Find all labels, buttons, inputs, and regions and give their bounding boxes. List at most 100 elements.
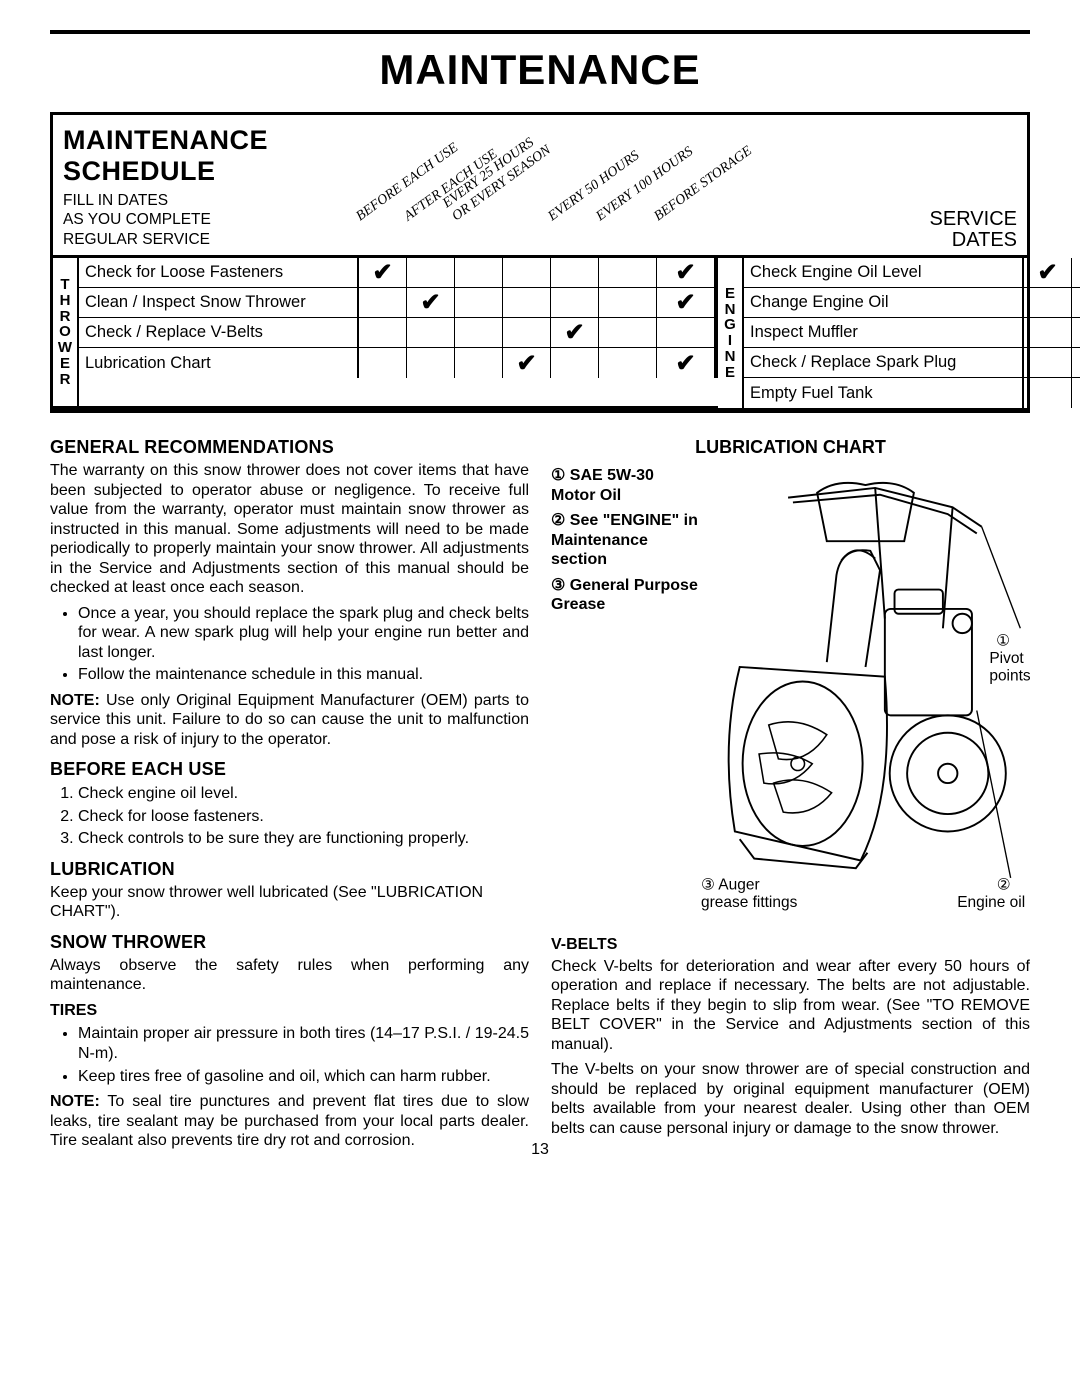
group-label: T H R O W E R [53,258,79,406]
before-3: Check controls to be sure they are funct… [78,829,529,849]
check-cell [599,318,657,347]
schedule-subtitle: FILL IN DATES AS YOU COMPLETE REGULAR SE… [63,191,361,249]
left-column: GENERAL RECOMMENDATIONS The warranty on … [50,427,529,1156]
schedule-row: Clean / Inspect Snow Thrower ✔ ✔ [79,288,718,318]
lube-area: ① SAE 5W-30 Motor Oil ② See "ENGINE" in … [551,466,1030,931]
maintenance-schedule-box: MAINTENANCE SCHEDULE FILL IN DATES AS YO… [50,112,1030,413]
before-1: Check engine oil level. [78,784,529,804]
check-cell [503,318,551,347]
row-label: Empty Fuel Tank [744,378,1024,408]
callout-3a: ③ Auger [701,877,760,894]
callout-2-num: ② [997,877,1011,894]
check-cell [551,348,599,378]
check-cell [455,318,503,347]
check-cell [1024,288,1072,317]
check-cell [455,288,503,317]
row-label: Inspect Muffler [744,318,1024,347]
schedule-header-left: MAINTENANCE SCHEDULE FILL IN DATES AS YO… [53,115,361,255]
check-cell [657,318,715,347]
tires-note: NOTE: To seal tire punctures and prevent… [50,1092,529,1151]
check-cell: ✔ [657,258,715,287]
schedule-header: MAINTENANCE SCHEDULE FILL IN DATES AS YO… [53,115,1027,258]
lube-1: ① SAE 5W-30 Motor Oil [551,467,654,504]
check-cell [551,288,599,317]
page-title: MAINTENANCE [50,46,1030,94]
check-cell [1024,318,1072,347]
check-cell: ✔ [551,318,599,347]
row-label: Clean / Inspect Snow Thrower [79,288,359,317]
check-cell [1072,348,1080,377]
schedule-row: Change Engine Oil✔ [744,288,1080,318]
check-cell [359,288,407,317]
snowthrower-heading: SNOW THROWER [50,932,529,953]
check-cell [599,348,657,378]
schedule-row: Check / Replace V-Belts✔ [79,318,718,348]
group-label: E N G I N E [718,258,744,408]
schedule-group: T H R O W E RCheck for Loose Fasteners✔✔… [53,258,718,408]
lubrication-heading: LUBRICATION [50,859,529,880]
check-cell: ✔ [657,348,715,378]
top-rule [50,30,1030,34]
check-cell [455,258,503,287]
callout-2: Engine oil [957,894,1025,911]
note-label: NOTE: [50,692,100,709]
service-dates-label: SERVICE DATES [717,209,1027,255]
check-cell [455,348,503,378]
tires-b2: Keep tires free of gasoline and oil, whi… [78,1067,529,1087]
check-cell: ✔ [657,288,715,317]
callout-3b: grease fittings [701,894,798,911]
row-label: Check / Replace Spark Plug [744,348,1024,377]
lube-3: ③ General Purpose Grease [551,577,698,614]
schedule-row: Lubrication Chart ✔ ✔ [79,348,718,378]
tires-heading: TIRES [50,1001,529,1021]
check-cell [407,258,455,287]
check-cell [407,318,455,347]
tires-b1: Maintain proper air pressure in both tir… [78,1024,529,1063]
page-number: 13 [531,1141,549,1158]
tires-note-label: NOTE: [50,1093,100,1110]
check-cell [1072,258,1080,287]
schedule-group: E N G I N ECheck Engine Oil Level✔Change… [718,258,1080,408]
vbelts-p1: Check V-belts for deterioration and wear… [551,957,1030,1055]
schedule-columns: BEFORE EACH USE AFTER EACH USE EVERY 25 … [361,115,1027,255]
check-cell: ✔ [1024,258,1072,287]
check-cell [1024,348,1072,377]
check-cell: ✔ [503,348,551,378]
general-p1: The warranty on this snow thrower does n… [50,461,529,598]
right-column: LUBRICATION CHART ① SAE 5W-30 Motor Oil … [551,427,1030,1156]
check-cell [599,288,657,317]
check-cell: ✔ [359,258,407,287]
group-rows: Check Engine Oil Level✔Change Engine Oil… [744,258,1080,408]
check-cell [551,258,599,287]
col-100h: EVERY 100 HOURS [601,153,659,253]
snowthrower-p: Always observe the safety rules when per… [50,956,529,995]
check-cell: ✔ [407,288,455,317]
general-bullets: Once a year, you should replace the spar… [50,604,529,685]
lube-2: ② See "ENGINE" in Maintenance section [551,512,698,568]
general-b1: Once a year, you should replace the spar… [78,604,529,663]
callout-1-num: ① [996,633,1010,650]
general-heading: GENERAL RECOMMENDATIONS [50,437,529,458]
schedule-row: Check for Loose Fasteners✔✔ [79,258,718,288]
tires-bullets: Maintain proper air pressure in both tir… [50,1024,529,1086]
col-50h: EVERY 50 HOURS [553,153,601,253]
before-list: Check engine oil level. Check for loose … [50,784,529,849]
lube-chart-title: LUBRICATION CHART [551,437,1030,458]
row-label: Check for Loose Fasteners [79,258,359,287]
check-cell [1072,288,1080,317]
lubrication-p: Keep your snow thrower well lubricated (… [50,883,529,922]
lube-illustration: ① Pivot points ③ Auger grease fittings ②… [701,466,1030,931]
schedule-body: T H R O W E RCheck for Loose Fasteners✔✔… [53,258,1027,408]
general-note: NOTE: Use only Original Equipment Manufa… [50,691,529,750]
schedule-row: Check Engine Oil Level✔ [744,258,1080,288]
snowthrower-svg: ① Pivot points ③ Auger grease fittings ②… [701,466,1030,926]
vbelts-p2: The V-belts on your snow thrower are of … [551,1060,1030,1138]
row-label: Change Engine Oil [744,288,1024,317]
col-storage: BEFORE STORAGE [659,153,717,253]
row-label: Lubrication Chart [79,348,359,378]
diagonal-headers: BEFORE EACH USE AFTER EACH USE EVERY 25 … [361,153,717,255]
check-cell [503,258,551,287]
lube-legend: ① SAE 5W-30 Motor Oil ② See "ENGINE" in … [551,466,701,931]
general-b2: Follow the maintenance schedule in this … [78,665,529,685]
col-25h-a: EVERY 25 HOURS OR EVERY SEASON [457,153,505,253]
